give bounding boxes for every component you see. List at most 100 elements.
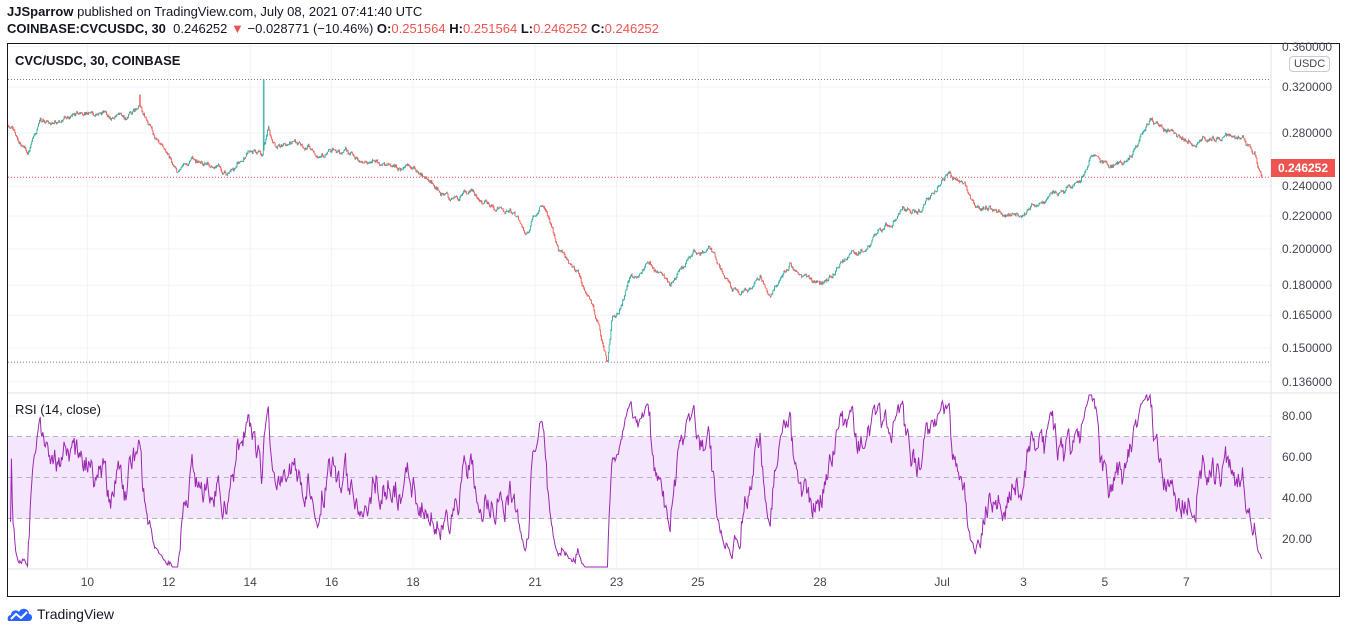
- candle-body: [1024, 213, 1025, 216]
- candle: [13, 128, 15, 131]
- candle-body: [82, 113, 83, 115]
- candle-body: [1190, 142, 1192, 144]
- candle-body: [1211, 137, 1213, 141]
- candle-body: [871, 239, 873, 243]
- candle-body: [987, 208, 989, 211]
- candle-body: [788, 266, 790, 271]
- candle: [777, 284, 779, 287]
- candle: [1255, 154, 1257, 159]
- candle: [988, 205, 990, 210]
- candle: [708, 245, 710, 248]
- candle: [752, 285, 754, 288]
- candle-body: [694, 249, 696, 252]
- candle-body: [373, 160, 375, 162]
- candle: [134, 108, 135, 113]
- candle-body: [805, 274, 807, 276]
- time-tick-label: 5: [1101, 575, 1109, 589]
- author-name[interactable]: JJSparrow: [7, 4, 74, 19]
- candle-body: [1180, 137, 1181, 138]
- candle: [827, 279, 829, 282]
- candle: [1227, 133, 1229, 136]
- candle-body: [1068, 184, 1070, 186]
- candle-body: [782, 273, 784, 277]
- candle-body: [923, 204, 925, 209]
- candle: [356, 156, 357, 159]
- candle-body: [1177, 135, 1179, 137]
- candle-body: [542, 206, 544, 207]
- candle-body: [606, 355, 607, 361]
- candle-body: [1213, 136, 1215, 140]
- candle: [228, 171, 229, 175]
- candle: [797, 271, 798, 273]
- candle: [1031, 203, 1032, 208]
- candle-body: [1245, 141, 1247, 145]
- candle-body: [100, 112, 102, 115]
- candle: [1044, 201, 1046, 204]
- candle: [459, 196, 461, 201]
- candle-body: [566, 257, 568, 260]
- candle-body: [598, 322, 600, 326]
- candle-body: [402, 168, 404, 170]
- candle: [35, 132, 37, 135]
- candle-body: [1205, 140, 1207, 141]
- candle-body: [774, 286, 776, 288]
- candle-body: [1241, 137, 1243, 139]
- candle-body: [482, 203, 484, 205]
- candle-body: [1101, 160, 1103, 162]
- candle-body: [486, 201, 488, 204]
- candle-body: [122, 115, 123, 117]
- candle: [1254, 151, 1255, 155]
- candle: [518, 215, 519, 221]
- candle: [726, 278, 728, 280]
- candle: [573, 265, 574, 268]
- candle: [116, 114, 117, 118]
- candle: [315, 154, 317, 157]
- candle-body: [757, 278, 758, 279]
- candle: [1183, 138, 1185, 142]
- candle: [732, 288, 734, 292]
- candle-body: [44, 122, 46, 124]
- candle-body: [854, 253, 856, 254]
- candle: [368, 161, 370, 164]
- candle: [249, 150, 251, 153]
- price-tick-label: 0.180000: [1282, 278, 1333, 293]
- candle-body: [681, 267, 683, 268]
- candle: [746, 289, 747, 291]
- candle-body: [979, 207, 981, 210]
- candle-body: [1239, 137, 1241, 139]
- candle: [104, 110, 106, 113]
- candle-body: [1252, 151, 1254, 154]
- candle: [408, 164, 410, 167]
- candle: [799, 273, 801, 276]
- candle-body: [1006, 215, 1008, 216]
- candle-body: [654, 270, 656, 272]
- candle-body: [447, 193, 449, 198]
- candle: [1036, 204, 1037, 208]
- candle-body: [484, 201, 485, 204]
- currency-badge[interactable]: USDC: [1289, 56, 1331, 72]
- candle-body: [1135, 145, 1137, 149]
- candle: [471, 188, 473, 192]
- candle: [956, 179, 958, 181]
- candle-body: [964, 182, 966, 186]
- candle-body: [610, 329, 612, 339]
- candle-body: [1153, 121, 1154, 125]
- candle-body: [334, 149, 336, 151]
- tradingview-logo[interactable]: TradingView: [7, 606, 114, 622]
- candle: [1095, 154, 1097, 157]
- candle-body: [722, 270, 724, 274]
- candle: [296, 141, 298, 146]
- candle: [1012, 212, 1014, 215]
- candle: [875, 233, 876, 236]
- candle: [1179, 134, 1181, 139]
- candle: [798, 273, 800, 276]
- candle: [930, 192, 932, 197]
- candle: [244, 157, 245, 160]
- candle-body: [1172, 129, 1174, 132]
- candle: [943, 178, 945, 181]
- candle: [240, 160, 242, 162]
- candle-body: [865, 249, 867, 251]
- candle-body: [260, 151, 262, 154]
- candle: [638, 274, 640, 279]
